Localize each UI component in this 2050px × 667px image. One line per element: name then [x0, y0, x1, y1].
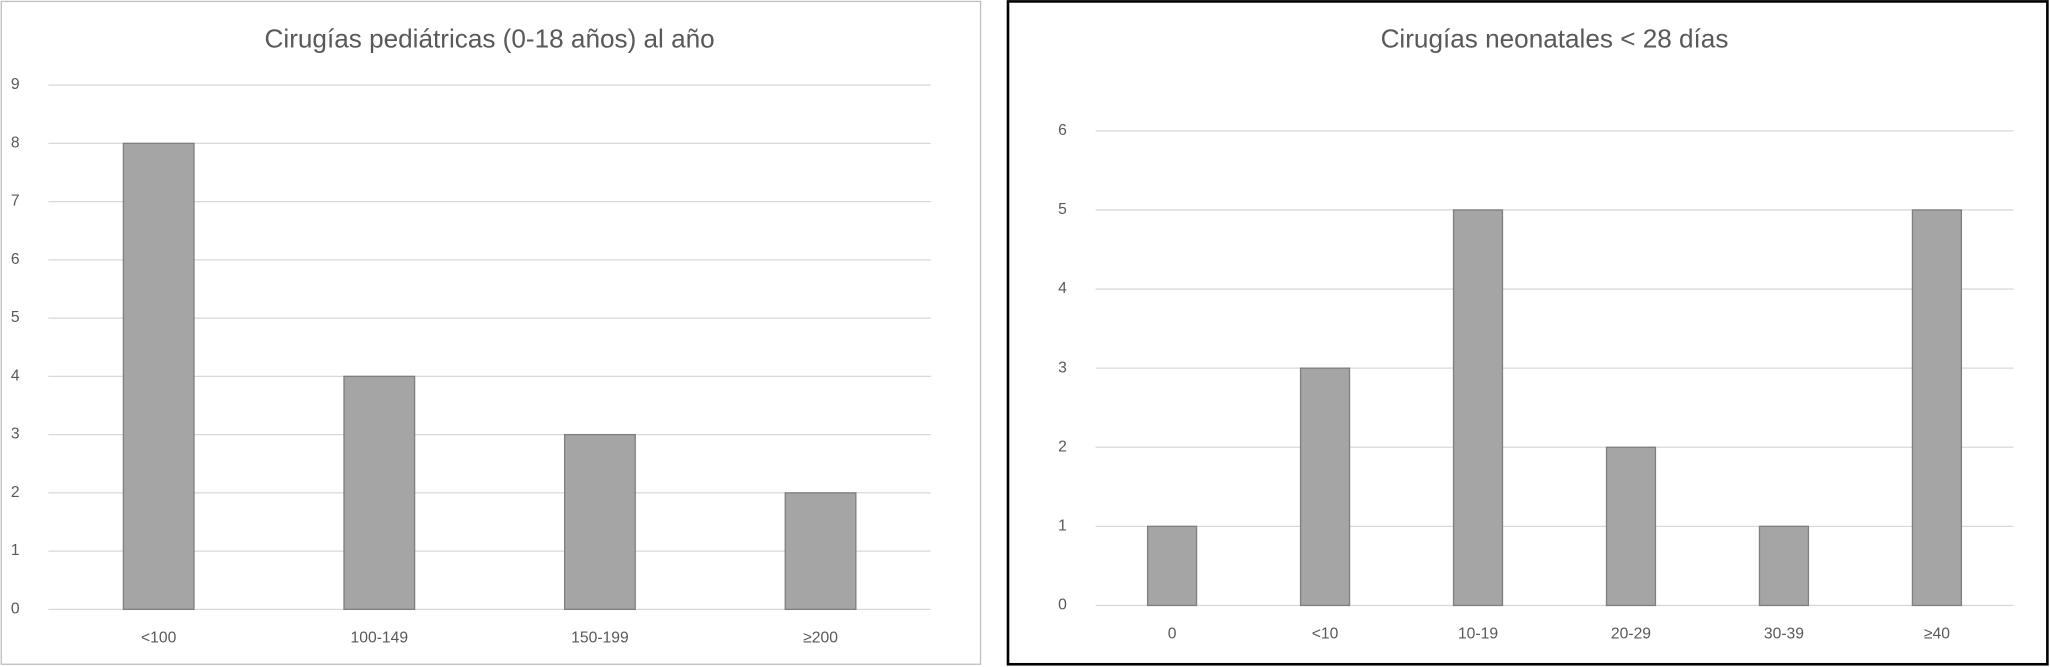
- y-tick-label: 3: [11, 426, 20, 443]
- y-tick-label: 1: [11, 542, 20, 559]
- x-tick-label: 100-149: [351, 629, 409, 646]
- x-tick-label: 20-29: [1611, 625, 1651, 642]
- bar: [1911, 209, 1963, 607]
- x-tick-label: 10-19: [1458, 625, 1498, 642]
- y-tick-label: 2: [11, 484, 20, 501]
- bar: [1605, 446, 1657, 607]
- bar: [343, 375, 416, 611]
- y-tick-label: 9: [11, 76, 20, 93]
- y-tick-label: 4: [11, 367, 20, 384]
- y-tick-label: 3: [1058, 359, 1067, 376]
- x-tick-label: <10: [1312, 625, 1339, 642]
- chart-title: Cirugías pediátricas (0-18 años) al año: [265, 24, 715, 54]
- chart-frame: [1006, 0, 2049, 666]
- bar: [563, 433, 636, 611]
- y-tick-label: 6: [11, 251, 20, 268]
- y-tick-label: 7: [11, 193, 20, 210]
- y-tick-label: 4: [1058, 280, 1067, 297]
- x-tick-label: ≥200: [803, 629, 838, 646]
- chart-frame: [0, 0, 982, 665]
- y-tick-label: 1: [1058, 517, 1067, 534]
- x-tick-label: 0: [1168, 625, 1177, 642]
- chart-title: Cirugías neonatales < 28 días: [1381, 24, 1729, 54]
- bar: [1452, 209, 1504, 607]
- x-tick-label: 30-39: [1764, 625, 1804, 642]
- y-tick-label: 8: [11, 134, 20, 151]
- bar: [1299, 367, 1351, 607]
- x-tick-label: ≥40: [1924, 625, 1950, 642]
- bar: [1146, 525, 1198, 607]
- bar: [122, 142, 195, 611]
- x-tick-label: <100: [141, 629, 177, 646]
- bar: [784, 492, 857, 611]
- y-tick-label: 0: [1058, 597, 1067, 614]
- y-tick-label: 2: [1058, 438, 1067, 455]
- y-tick-label: 5: [11, 309, 20, 326]
- x-tick-label: 150-199: [571, 629, 629, 646]
- y-tick-label: 6: [1058, 122, 1067, 139]
- y-tick-label: 5: [1058, 201, 1067, 218]
- bar: [1758, 525, 1810, 607]
- y-tick-label: 0: [11, 601, 20, 618]
